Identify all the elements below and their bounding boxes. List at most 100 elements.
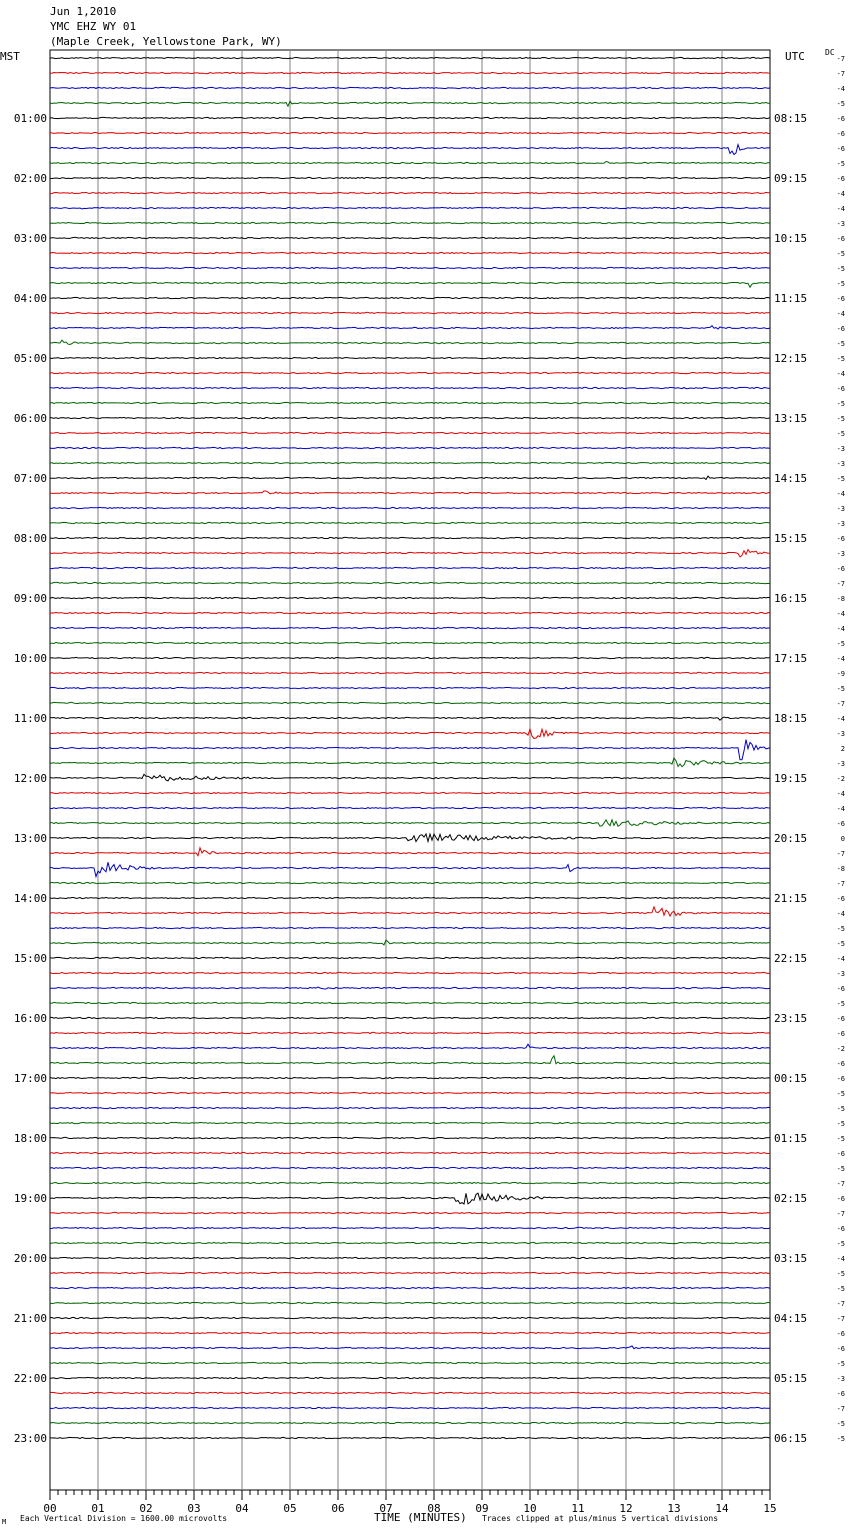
- seismic-trace: [49, 1043, 771, 1050]
- right-hour-label: 14:15: [774, 472, 807, 485]
- seismic-trace: [49, 1106, 771, 1110]
- dc-offset-label: -5: [837, 430, 845, 438]
- dc-offset-label: -5: [837, 1090, 845, 1098]
- left-hour-label: 18:00: [14, 1132, 47, 1145]
- dc-offset-label: -4: [837, 610, 845, 618]
- dc-offset-label: -6: [837, 1195, 845, 1203]
- left-hour-label: 10:00: [14, 652, 47, 665]
- dc-offset-label: -6: [837, 565, 845, 573]
- right-hour-label: 23:15: [774, 1012, 807, 1025]
- dc-offset-label: -5: [837, 925, 845, 933]
- dc-label: DC: [825, 48, 835, 57]
- dc-offset-label: -5: [837, 640, 845, 648]
- left-hour-label: 04:00: [14, 292, 47, 305]
- scale-note: Each Vertical Division = 1600.00 microvo…: [20, 1514, 228, 1523]
- dc-offset-label: -6: [837, 985, 845, 993]
- dc-offset-label: -6: [837, 820, 845, 828]
- left-zone-label: MST: [0, 50, 20, 63]
- right-hour-label: 20:15: [774, 832, 807, 845]
- seismic-trace: [49, 1076, 771, 1080]
- dc-offset-label: -2: [837, 775, 845, 783]
- dc-offset-label: -7: [837, 880, 845, 888]
- seismic-trace: [49, 356, 771, 360]
- dc-offset-label: -5: [837, 265, 845, 273]
- x-tick-label: 09: [475, 1502, 488, 1515]
- dc-offset-label: -5: [837, 250, 845, 258]
- seismic-trace: [49, 656, 771, 660]
- seismic-trace: [50, 986, 771, 990]
- seismic-trace: [49, 1391, 771, 1395]
- seismic-trace: [49, 1331, 771, 1335]
- seismic-trace: [49, 1121, 771, 1125]
- dc-offset-label: -8: [837, 865, 845, 873]
- seismic-trace: [49, 806, 771, 810]
- left-hour-label: 06:00: [14, 412, 47, 425]
- dc-offset-label: -6: [837, 325, 845, 333]
- dc-offset-label: -4: [837, 310, 845, 318]
- dc-offset-label: -5: [837, 1420, 845, 1428]
- seismic-trace: [49, 1031, 771, 1035]
- seismic-trace: [49, 1211, 771, 1215]
- seismic-trace: [49, 461, 771, 465]
- dc-offset-label: -4: [837, 625, 845, 633]
- right-hour-label: 15:15: [774, 532, 807, 545]
- seismic-trace: [49, 1361, 771, 1365]
- right-hour-label: 04:15: [774, 1312, 807, 1325]
- seismic-trace: [49, 386, 771, 390]
- dc-offset-label: -6: [837, 295, 845, 303]
- seismic-trace: [49, 401, 770, 405]
- dc-offset-label: -6: [837, 1345, 845, 1353]
- dc-offset-label: -6: [837, 1330, 845, 1338]
- seismic-trace: [49, 896, 771, 900]
- seismic-trace: [49, 446, 771, 450]
- dc-offset-label: -4: [837, 790, 845, 798]
- left-hour-label: 11:00: [14, 712, 47, 725]
- dc-offset-label: -5: [837, 685, 845, 693]
- dc-offset-label: -6: [837, 115, 845, 123]
- dc-offset-label: -5: [837, 1120, 845, 1128]
- x-tick-label: 05: [283, 1502, 296, 1515]
- dc-offset-label: -5: [837, 1135, 845, 1143]
- dc-offset-label: -5: [837, 475, 845, 483]
- seismic-trace: [49, 1054, 771, 1065]
- seismic-trace: [49, 832, 771, 844]
- x-tick-label: 14: [715, 1502, 729, 1515]
- dc-offset-label: -3: [837, 760, 845, 768]
- seismic-trace: [49, 1301, 771, 1305]
- seismic-trace: [49, 1345, 771, 1350]
- dc-offset-label: -7: [837, 1315, 845, 1323]
- left-hour-label: 03:00: [14, 232, 47, 245]
- seismic-trace: [49, 791, 771, 795]
- left-hour-label: 12:00: [14, 772, 47, 785]
- seismic-trace: [49, 939, 771, 946]
- dc-offset-label: -5: [837, 355, 845, 363]
- left-hour-label: 19:00: [14, 1192, 47, 1205]
- seismic-trace: [49, 548, 771, 558]
- right-hour-label: 08:15: [774, 112, 807, 125]
- right-hour-label: 19:15: [774, 772, 807, 785]
- date-label: Jun 1,2010: [50, 5, 117, 18]
- dc-offset-label: -7: [837, 1300, 845, 1308]
- dc-offset-label: -4: [837, 490, 845, 498]
- dc-offset-label: -7: [837, 1405, 845, 1413]
- left-hour-label: 02:00: [14, 172, 47, 185]
- logo-mark: M: [2, 1518, 7, 1526]
- seismic-trace: [49, 206, 771, 210]
- dc-offset-label: -6: [837, 1150, 845, 1158]
- dc-offset-label: -3: [837, 730, 845, 738]
- dc-offset-label: -6: [837, 1030, 845, 1038]
- clip-note: Traces clipped at plus/minus 5 vertical …: [482, 1514, 719, 1523]
- right-hour-label: 05:15: [774, 1372, 807, 1385]
- seismic-trace: [49, 773, 771, 782]
- dc-offset-label: -9: [837, 670, 845, 678]
- dc-offset-label: -7: [837, 580, 845, 588]
- seismic-trace: [49, 536, 771, 540]
- dc-offset-label: -4: [837, 715, 845, 723]
- dc-offset-label: -6: [837, 145, 845, 153]
- seismic-trace: [49, 56, 771, 60]
- x-tick-label: 12: [619, 1502, 632, 1515]
- seismic-trace: [49, 1226, 771, 1230]
- left-hour-label: 05:00: [14, 352, 47, 365]
- x-tick-label: 11: [571, 1502, 584, 1515]
- right-hour-label: 17:15: [774, 652, 807, 665]
